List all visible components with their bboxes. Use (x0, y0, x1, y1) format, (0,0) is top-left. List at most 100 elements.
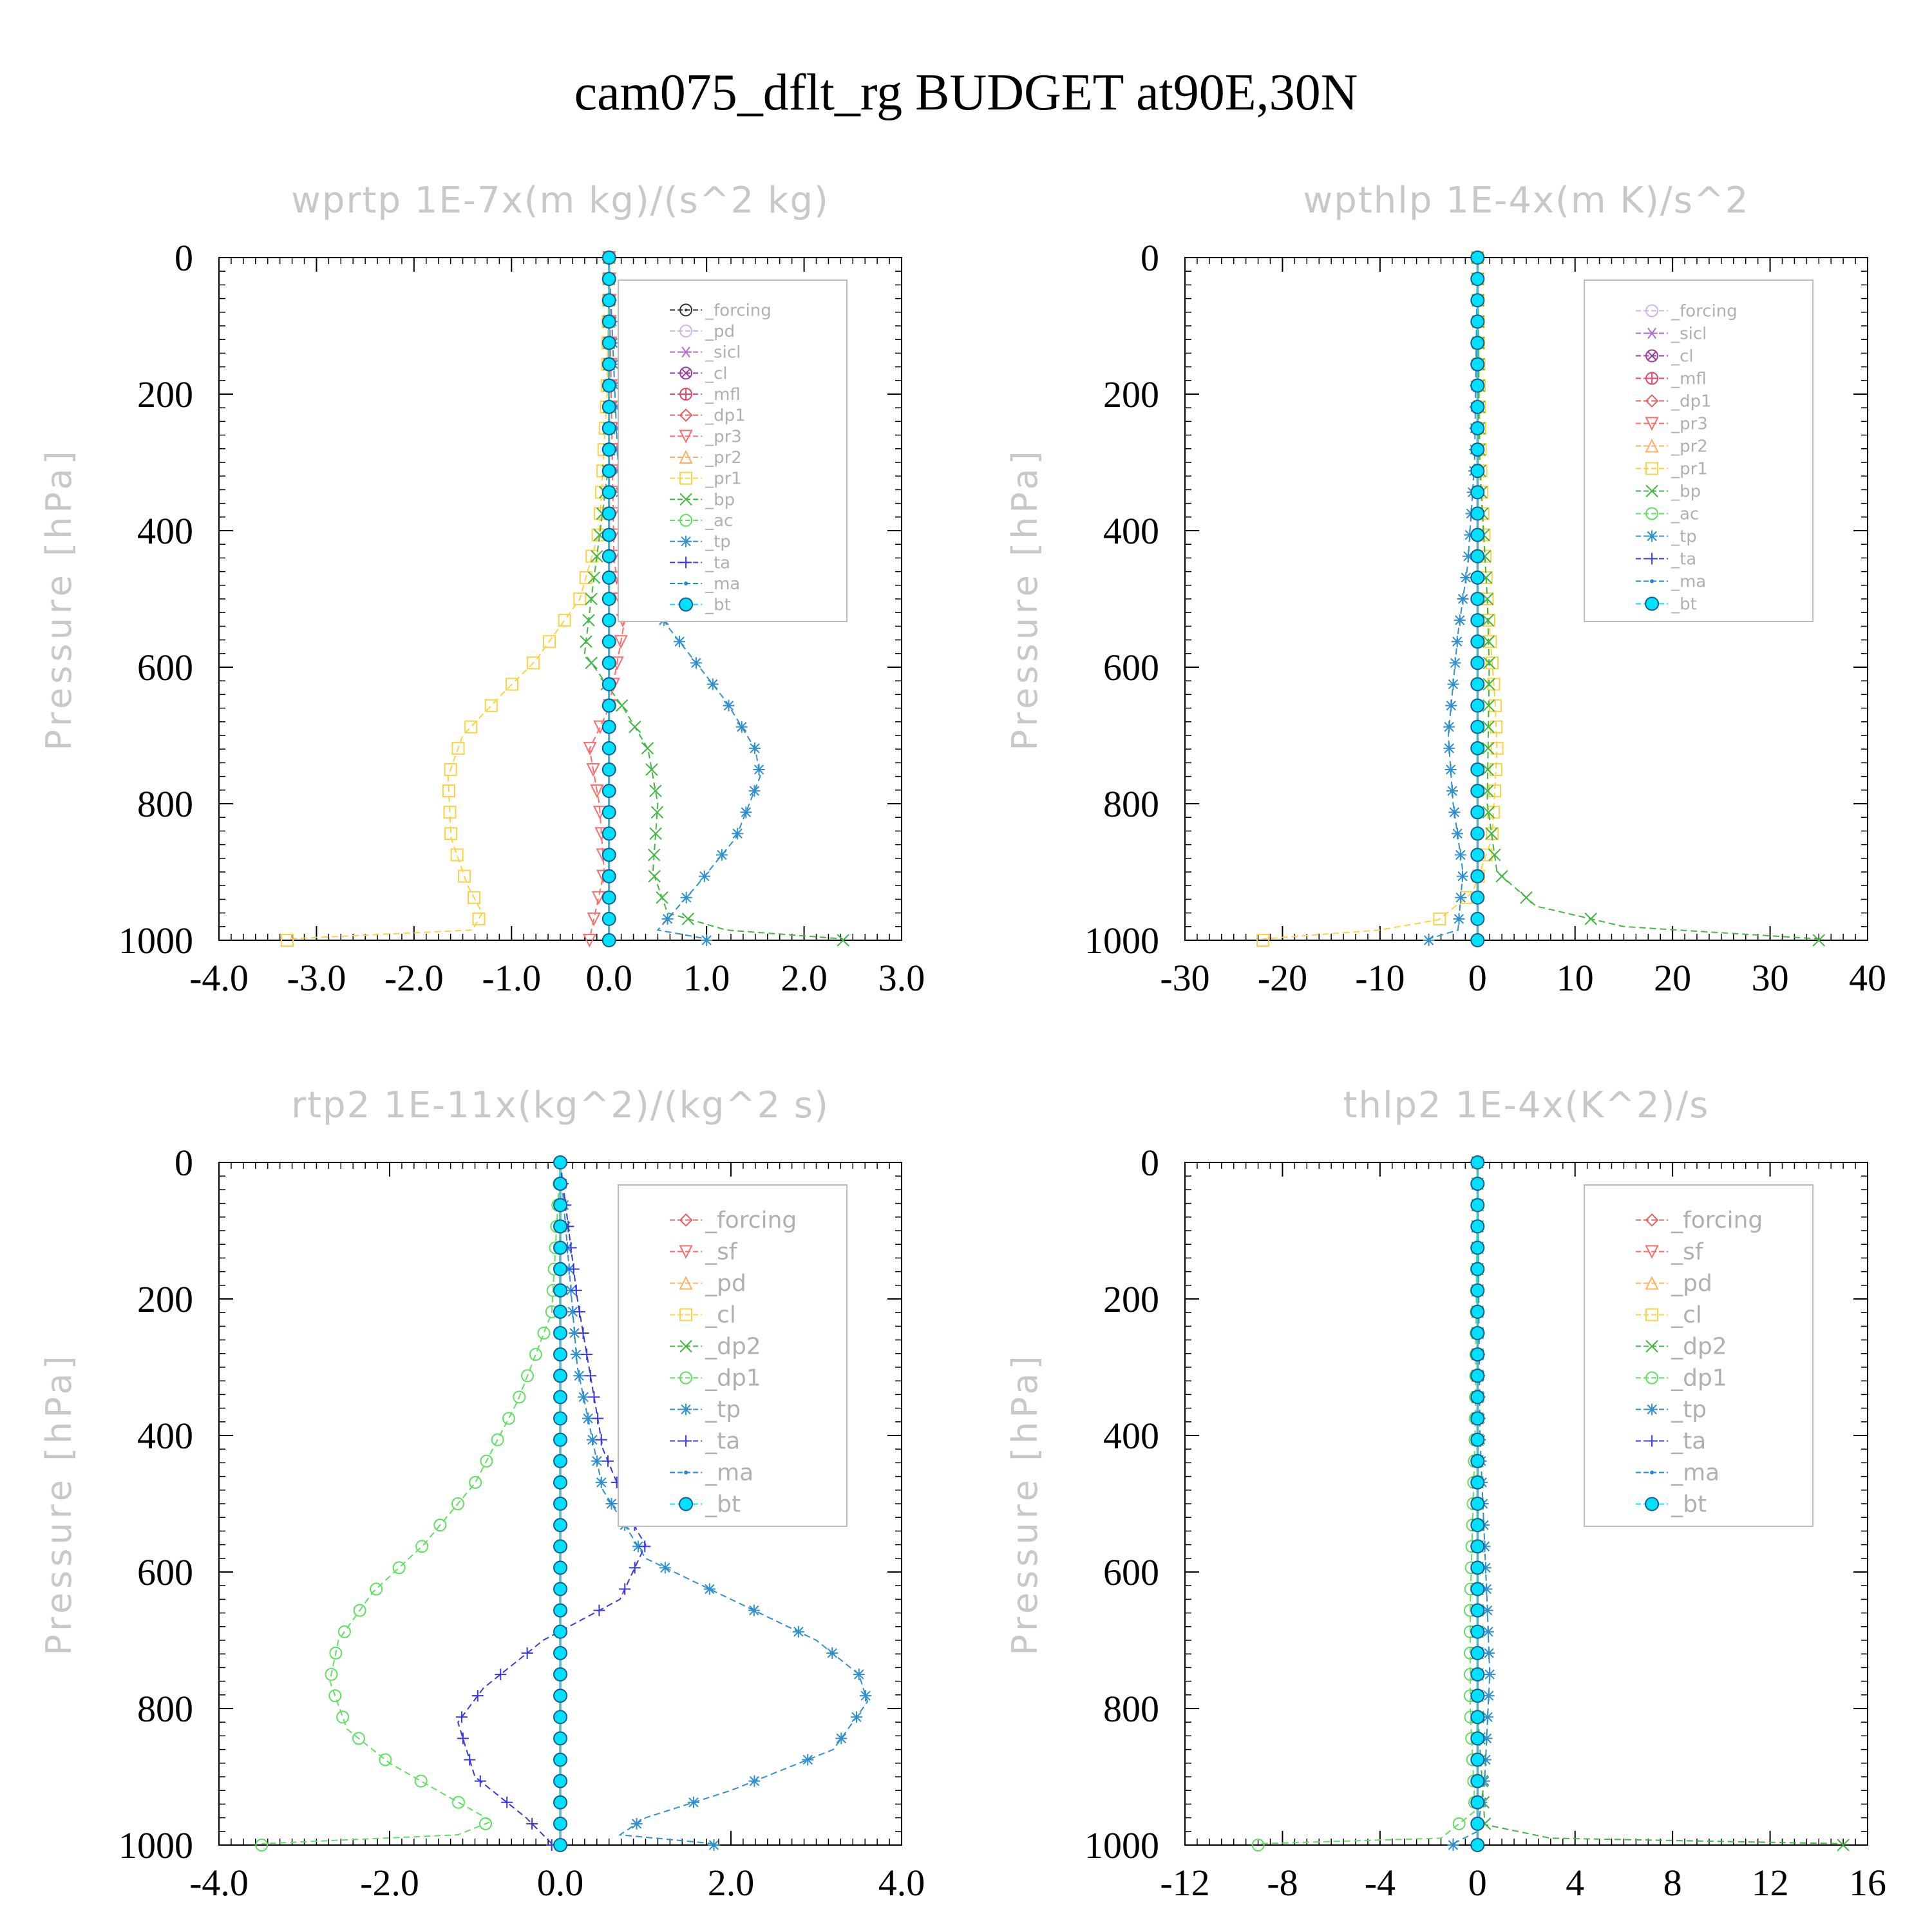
data-point (749, 742, 761, 754)
data-point (802, 1754, 814, 1766)
data-point (1482, 677, 1495, 691)
legend-label: _pr3 (1671, 415, 1708, 434)
data-point (1470, 1347, 1485, 1362)
data-point (1256, 934, 1270, 947)
data-point (506, 677, 519, 691)
legend-label: _dp1 (705, 1365, 761, 1392)
data-point (740, 806, 752, 819)
legend-marker (1645, 417, 1659, 431)
data-point (629, 1562, 641, 1574)
legend-item: _dp1 (1636, 392, 1712, 412)
data-point (513, 1390, 526, 1404)
series-line (261, 1162, 561, 1844)
data-point (1470, 869, 1485, 884)
data-point (553, 1454, 567, 1468)
data-point (591, 550, 603, 563)
data-point (588, 1391, 600, 1403)
data-point (601, 741, 616, 755)
legend-label: _tp (705, 533, 731, 552)
data-point (601, 911, 616, 926)
data-point (1470, 549, 1485, 564)
legend-marker (679, 1497, 694, 1511)
data-point (611, 422, 623, 434)
data-point (601, 549, 616, 564)
legend-label: _cl (1671, 347, 1694, 366)
legend-label: _ta (705, 553, 730, 573)
legend-marker-cross (1646, 372, 1658, 384)
legend-marker (1646, 530, 1658, 542)
data-point (648, 869, 661, 883)
legend-marker (1646, 327, 1658, 339)
data-point (645, 763, 658, 776)
data-point (352, 1732, 365, 1745)
data-point (1470, 1454, 1485, 1468)
x-tick-label: 1.0 (683, 957, 730, 999)
legend-box (618, 1184, 848, 1527)
data-point (1481, 784, 1494, 797)
data-point (601, 698, 616, 713)
data-point (1812, 934, 1825, 947)
legend-label: _tp (1671, 527, 1697, 547)
legend-marker-center (685, 308, 688, 312)
data-point (1452, 828, 1464, 840)
legend-label: _pd (1671, 1271, 1712, 1297)
legend-item: _pr1 (670, 469, 742, 489)
data-point (1489, 763, 1502, 776)
legend-marker-cross (680, 388, 692, 400)
data-point (1481, 1732, 1493, 1745)
data-point (464, 720, 478, 734)
panel-title: rtp2 1E-11x(kg^2)/(kg^2 s) (291, 1084, 829, 1126)
data-point (1448, 806, 1461, 819)
data-point (415, 1540, 429, 1553)
legend-marker (679, 450, 693, 464)
data-point (581, 1349, 593, 1361)
data-point (553, 1624, 567, 1639)
data-point (661, 913, 674, 925)
data-point (1470, 656, 1485, 670)
data-point (1470, 1432, 1485, 1447)
legend-item: _tp (670, 533, 731, 552)
data-point (1837, 1839, 1850, 1852)
legend-marker (1645, 1340, 1658, 1353)
data-point (527, 656, 540, 670)
legend-item: _bp (670, 490, 735, 509)
legend-item: _tp (1636, 1397, 1707, 1423)
data-point (392, 1561, 406, 1575)
legend-marker (1645, 596, 1660, 611)
legend-item: _mfl (670, 385, 741, 404)
data-point (601, 570, 616, 585)
data-point (837, 934, 849, 947)
data-point (1470, 1689, 1485, 1703)
data-point (444, 827, 458, 840)
legend-marker (684, 1470, 688, 1475)
x-tick-label: 0.0 (585, 957, 632, 999)
panels: wprtp 1E-7x(m kg)/(s^2 kg) Pressure [hPa]… (39, 180, 1886, 1904)
data-point (1470, 251, 1485, 265)
data-point (614, 635, 628, 649)
data-point (1449, 657, 1461, 669)
legend-item: _sicl (1636, 325, 1707, 344)
data-point (553, 1518, 567, 1533)
data-point (281, 934, 294, 947)
legend-label: _ma (1671, 573, 1706, 592)
legend-item: _tp (1636, 527, 1697, 547)
data-point (1452, 1817, 1466, 1830)
data-point (451, 1497, 464, 1510)
data-point (479, 1817, 493, 1830)
legend-label: _dp1 (1671, 1365, 1727, 1392)
data-point (553, 1582, 567, 1596)
legend-item: _pr2 (670, 448, 742, 468)
legend-box (1584, 279, 1814, 622)
data-point (1487, 677, 1501, 691)
data-point (1488, 848, 1501, 862)
data-point (601, 613, 616, 628)
data-point (630, 1817, 643, 1830)
data-point (586, 1434, 598, 1446)
data-point (601, 805, 616, 820)
data-point (553, 1262, 567, 1276)
data-point (255, 1839, 269, 1852)
legend-marker (680, 556, 692, 569)
data-point (573, 592, 587, 605)
data-point (451, 1795, 465, 1809)
